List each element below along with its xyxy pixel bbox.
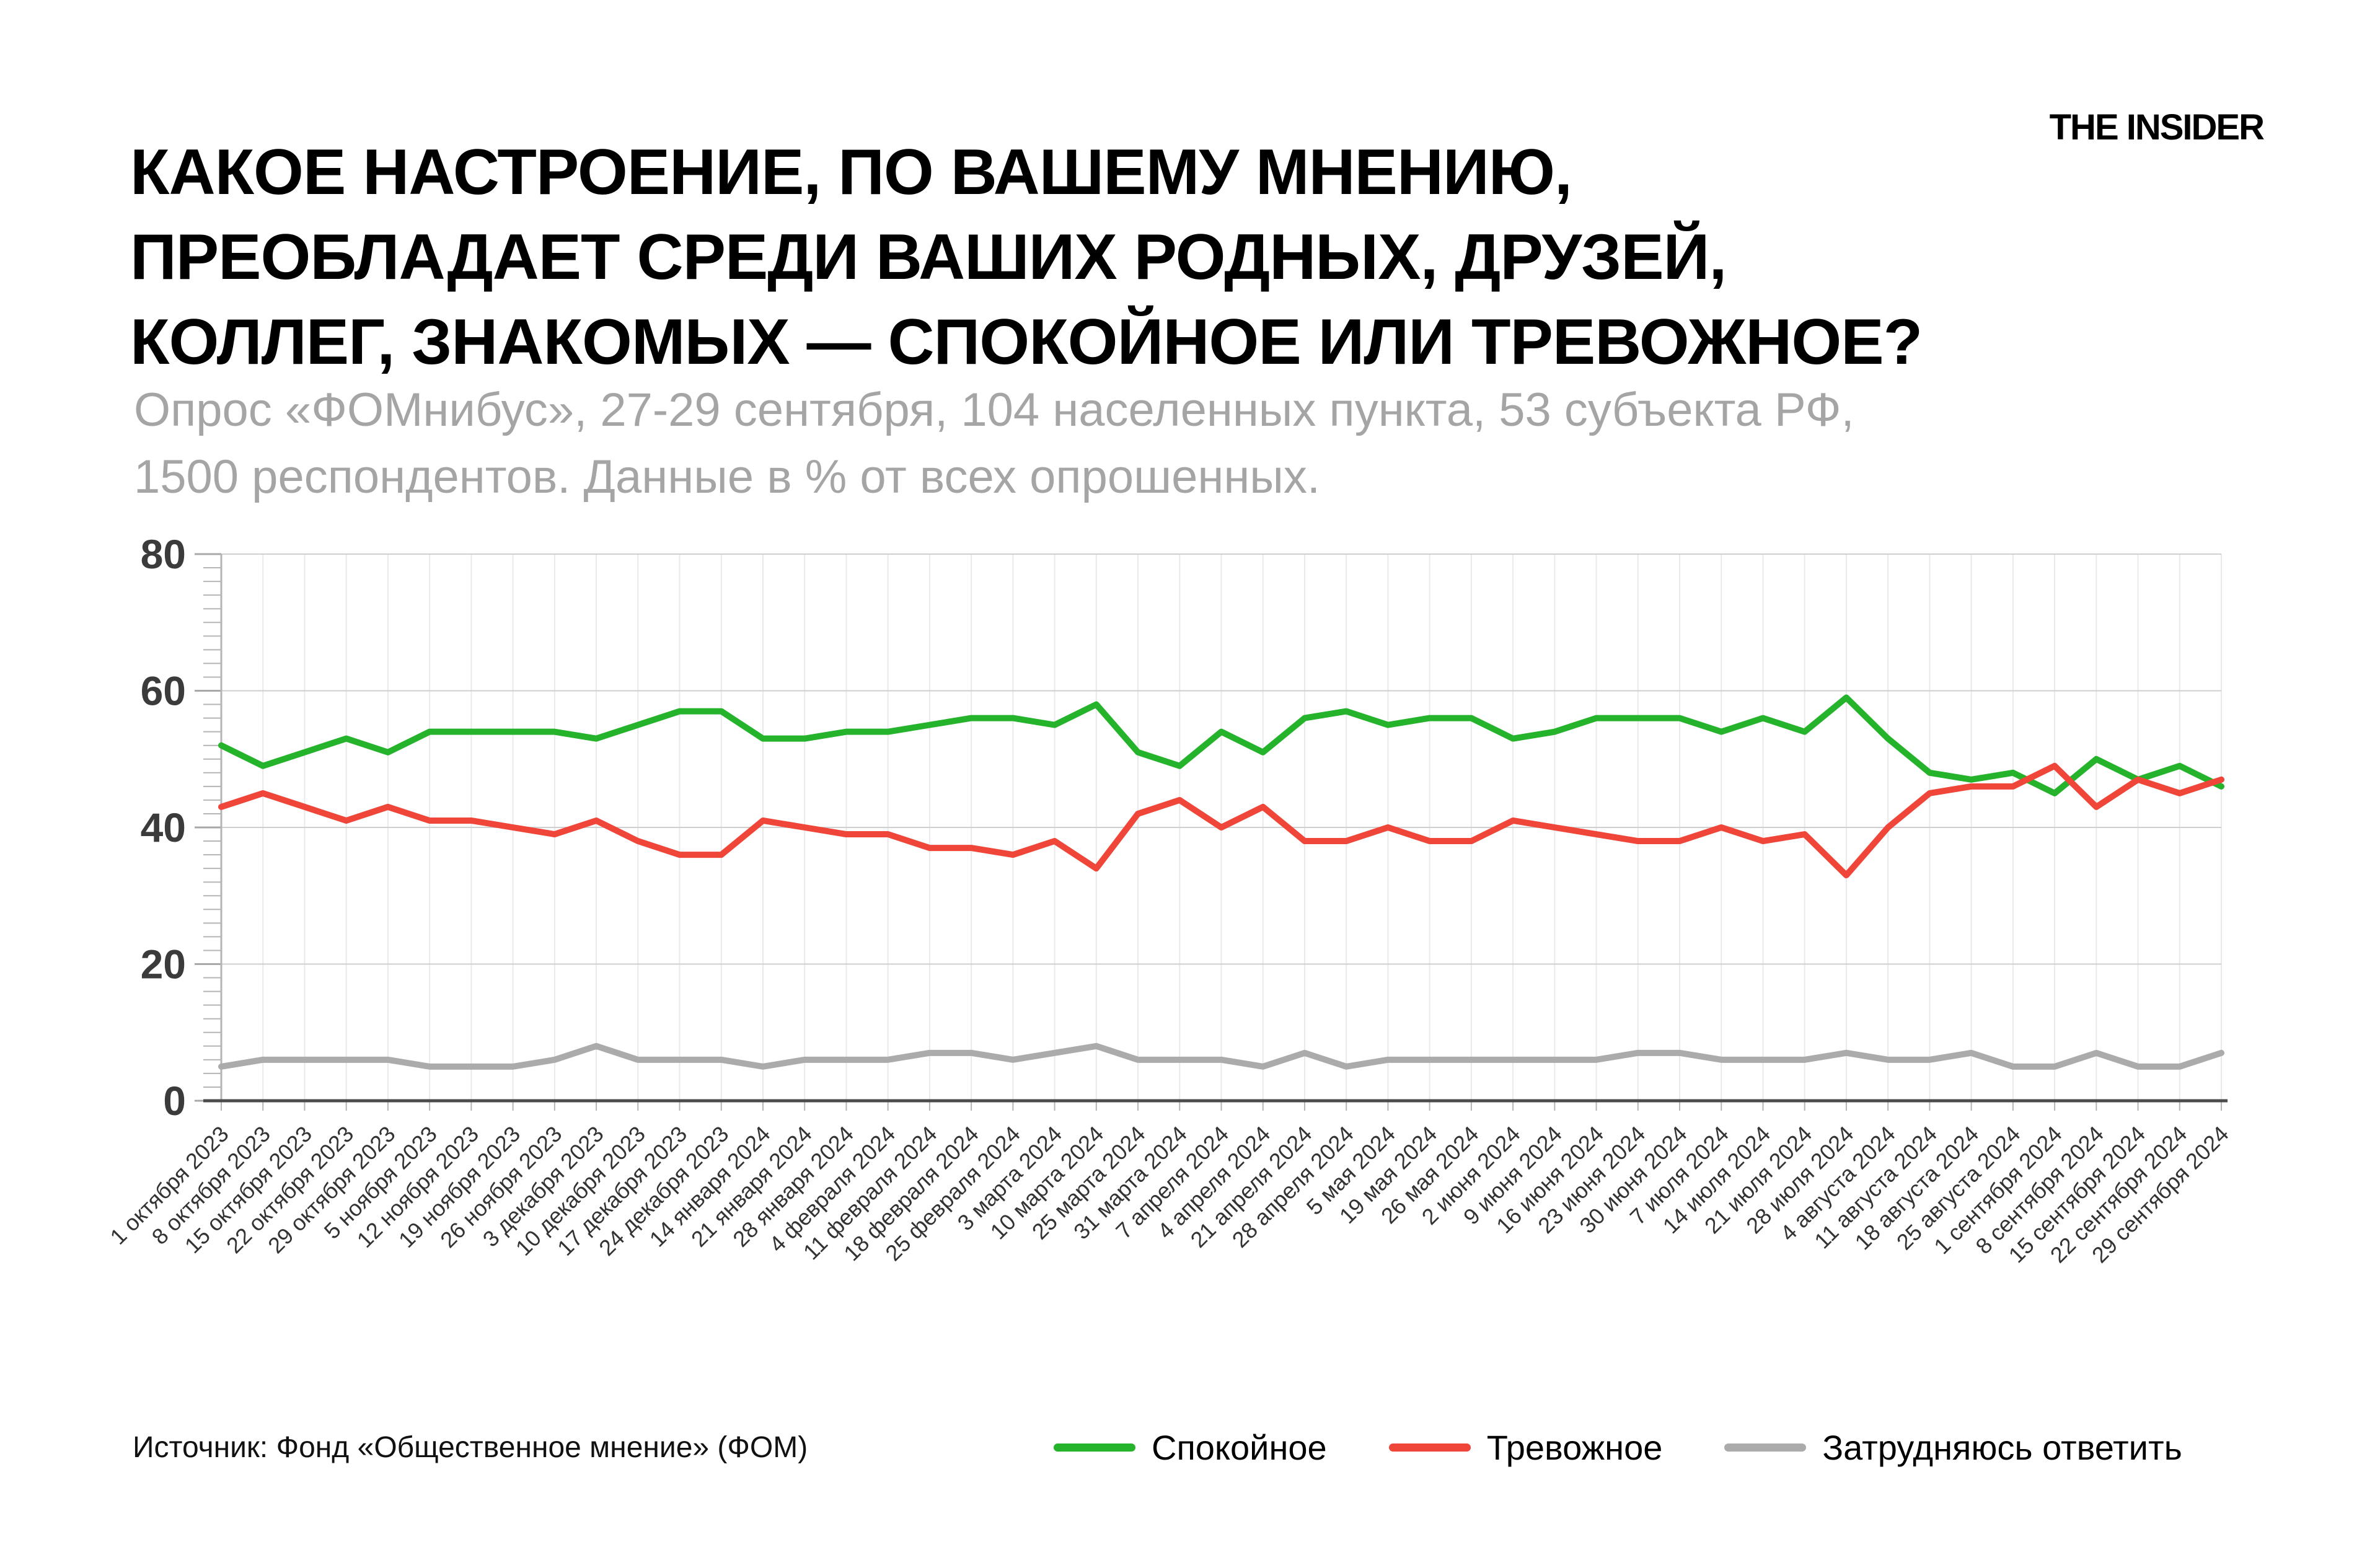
survey-subtitle: Опрос «ФОМнибус», 27-29 сентября, 104 на… (134, 384, 1854, 503)
the-insider-logo: THE INSIDER (2049, 107, 2265, 148)
series-line-Спокойное (218, 694, 2224, 796)
legend-item-undecided: Затрудняюсь ответить (1724, 1427, 2182, 1468)
y-tick-label: 60 (141, 668, 186, 714)
legend-item-calm: Спокойное (1054, 1427, 1327, 1468)
anxious-line-swatch (1388, 1443, 1471, 1452)
undecided-line-swatch (1724, 1443, 1807, 1452)
page-title: КАКОЕ НАСТРОЕНИЕ, ПО ВАШЕМУ МНЕНИЮ, ПРЕО… (130, 136, 1923, 379)
calm-line-swatch (1054, 1443, 1135, 1452)
footer-row: Источник: Фонд «Общественное мнение» (ФО… (0, 1419, 2380, 1475)
y-tick-label: 40 (141, 804, 186, 850)
chart-legend: Спокойное Тревожное Затрудняюсь ответить (1054, 1419, 2182, 1475)
series-line-Тревожное (218, 762, 2224, 879)
legend-item-anxious: Тревожное (1388, 1427, 1663, 1468)
source-note: Источник: Фонд «Общественное мнение» (ФО… (133, 1431, 808, 1464)
legend-label-calm: Спокойное (1152, 1427, 1327, 1467)
y-tick-label: 80 (141, 531, 186, 577)
series-line-Затрудняюсь ответить (218, 1042, 2224, 1070)
y-tick-label: 20 (141, 941, 186, 987)
legend-label-anxious: Тревожное (1486, 1427, 1663, 1467)
legend-label-undecided: Затрудняюсь ответить (1822, 1427, 2182, 1467)
y-tick-label: 0 (163, 1078, 186, 1124)
